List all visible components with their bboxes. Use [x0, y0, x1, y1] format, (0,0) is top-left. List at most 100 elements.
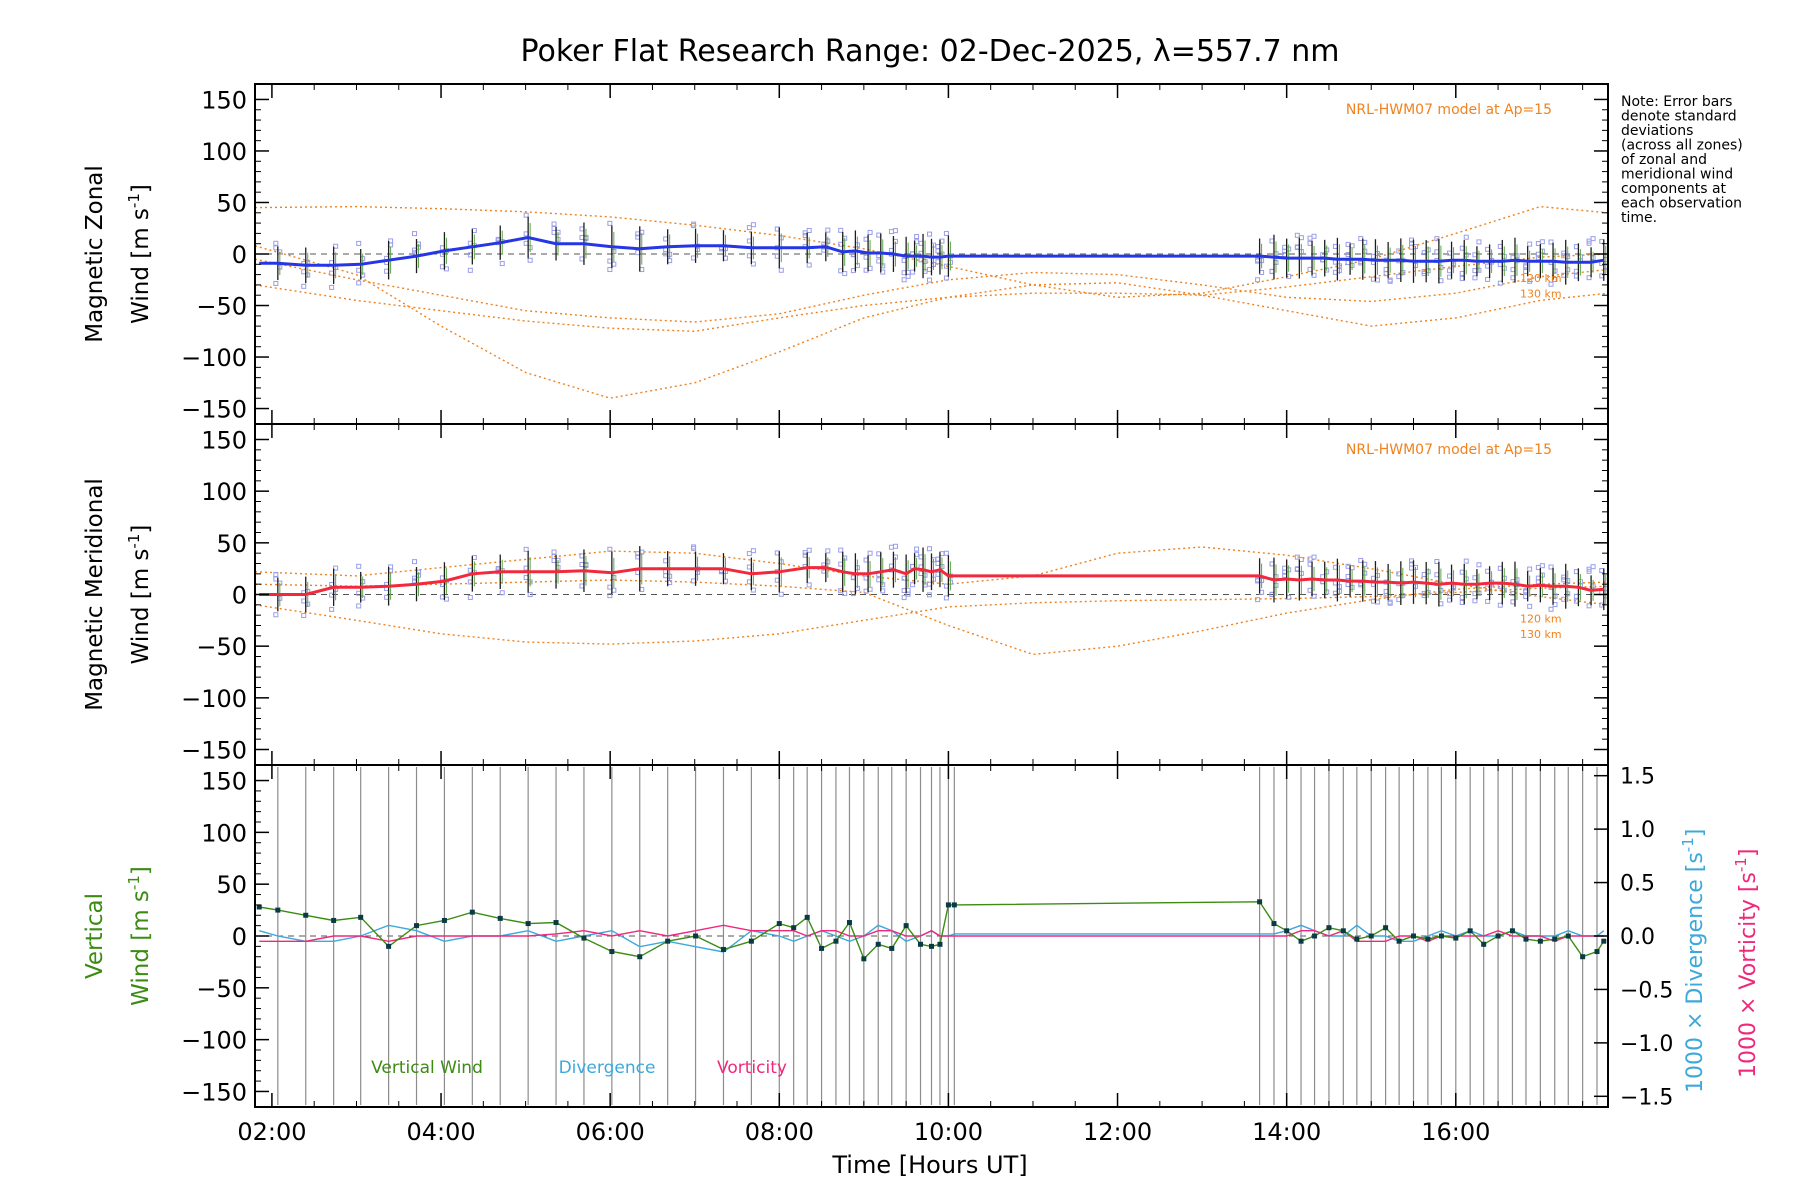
y-tick-label: 50 — [216, 871, 247, 899]
sample-marker — [1527, 241, 1533, 247]
sample-marker — [888, 544, 894, 550]
note-line: (across all zones) — [1621, 138, 1743, 154]
y-axis-label-close: ] — [128, 184, 154, 193]
sample-marker — [607, 546, 613, 552]
vertical-wind-point — [414, 923, 420, 929]
note-text: Note: Error bars denote standard deviation… — [1621, 94, 1743, 226]
sample-marker — [1586, 238, 1592, 244]
sample-marker — [825, 227, 831, 233]
vertical-wind-point — [903, 923, 909, 929]
sample-marker — [806, 262, 812, 268]
sample-marker — [1527, 566, 1533, 572]
sample-marker — [1548, 564, 1554, 570]
sample-marker — [1548, 239, 1554, 245]
sample-marker — [1255, 277, 1261, 283]
vertical-wind-point — [945, 902, 951, 908]
sample-marker — [273, 612, 279, 618]
model-curve — [254, 253, 1609, 333]
x-tick-label: 10:00 — [914, 1118, 983, 1146]
y-axis-label-line1: Magnetic Meridional — [82, 478, 108, 711]
x-axis-label: Time [Hours UT] — [831, 1151, 1027, 1179]
sample-marker — [467, 594, 473, 600]
sample-marker — [1539, 239, 1545, 245]
model-label: NRL-HWM07 model at Ap=15 — [1346, 442, 1552, 458]
vertical-wind-point — [1495, 933, 1501, 939]
y-tick-label: −100 — [181, 344, 247, 372]
sample-marker — [1434, 236, 1440, 242]
sample-marker — [1311, 233, 1317, 239]
sample-marker — [927, 277, 932, 283]
sample-marker — [943, 550, 949, 556]
y-tick-label: 0 — [232, 241, 247, 269]
note-line: time. — [1621, 210, 1657, 226]
y2-label-vorticity-sup: -1 — [1732, 857, 1750, 872]
sample-marker — [1294, 232, 1300, 238]
sample-marker — [333, 565, 339, 571]
y-tick-label: −50 — [196, 975, 247, 1003]
sample-marker — [927, 231, 932, 237]
sample-marker — [499, 590, 505, 596]
vertical-wind-point — [665, 938, 671, 944]
vertical-wind-point — [331, 917, 337, 923]
sample-marker — [1472, 275, 1478, 281]
x-tick-label: 14:00 — [1252, 1118, 1321, 1146]
sample-marker — [867, 550, 873, 556]
sample-marker — [1255, 597, 1261, 603]
sample-marker — [888, 229, 894, 235]
sample-marker — [523, 212, 529, 218]
vertical-wind-point — [1340, 928, 1346, 934]
y2-tick-label: −0.5 — [1620, 978, 1673, 1003]
vertical-wind-point — [1383, 925, 1389, 931]
sample-marker — [356, 240, 362, 246]
sample-marker — [607, 593, 613, 599]
sample-marker — [1590, 564, 1596, 570]
sample-marker — [1586, 275, 1592, 281]
vertical-wind-point — [693, 933, 699, 939]
sample-marker — [301, 613, 307, 619]
y-tick-label: 50 — [216, 189, 247, 217]
sample-marker — [1485, 598, 1491, 604]
y-axis-label-superscript: -1 — [125, 193, 143, 208]
sample-marker — [607, 267, 613, 273]
vertical-wind-point — [1580, 954, 1586, 960]
vertical-wind-point — [720, 946, 726, 952]
sample-marker — [1307, 235, 1313, 241]
sample-marker — [551, 221, 557, 227]
sample-marker — [691, 545, 697, 551]
y-tick-label: −50 — [196, 293, 247, 321]
vertical-wind-point — [581, 935, 587, 941]
sample-marker — [1497, 280, 1503, 286]
y-axis-label-superscript: -1 — [125, 875, 143, 890]
vertical-wind-point — [1552, 936, 1558, 942]
vertical-wind-point — [1326, 925, 1332, 931]
y-axis-label-line2: Wind [m s-1] — [125, 866, 154, 1006]
vertical-wind-point — [1354, 936, 1360, 942]
vertical-wind-point — [358, 914, 364, 920]
sample-marker — [806, 582, 812, 588]
vertical-wind-point — [1257, 899, 1263, 905]
vertical-wind-point — [1537, 938, 1543, 944]
sample-marker — [1387, 277, 1393, 283]
model-curve — [254, 258, 1609, 323]
sample-marker — [910, 269, 916, 275]
sample-marker — [329, 606, 335, 612]
x-tick-label: 12:00 — [1083, 1118, 1152, 1146]
vertical-wind-point — [1438, 933, 1444, 939]
legend-divergence: Divergence — [559, 1058, 656, 1078]
sample-marker — [1586, 566, 1592, 572]
vertical-wind-point — [875, 941, 881, 947]
y-tick-label: 150 — [201, 427, 247, 455]
vertical-wind-point — [1396, 938, 1402, 944]
sample-marker — [333, 243, 339, 249]
vertical-wind-point — [1453, 935, 1459, 941]
sample-marker — [927, 546, 932, 552]
vertical-wind-point — [748, 938, 754, 944]
x-tick-label: 02:00 — [237, 1118, 306, 1146]
vertical-wind-point — [275, 907, 281, 913]
sample-marker — [527, 257, 533, 263]
sample-marker — [842, 590, 848, 596]
sample-marker — [943, 230, 949, 236]
sample-marker — [551, 549, 557, 555]
sample-marker — [1590, 236, 1596, 242]
